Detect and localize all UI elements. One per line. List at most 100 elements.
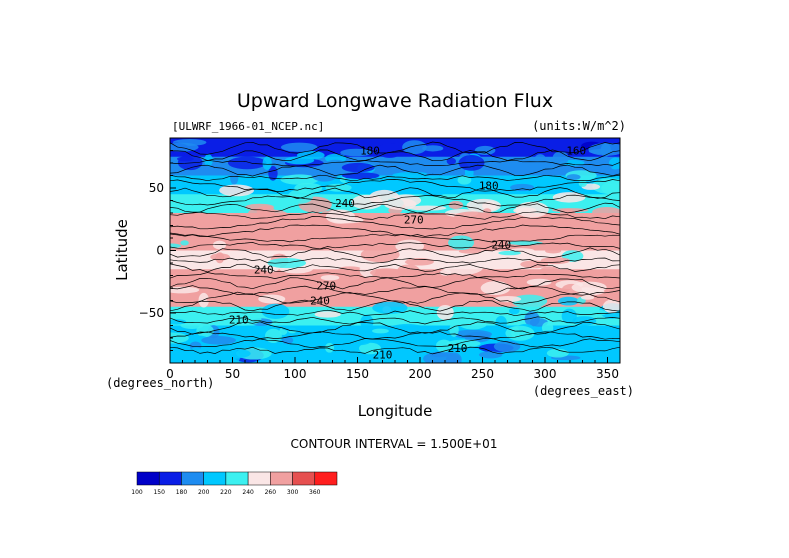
heatmap-cell	[284, 156, 315, 165]
heatmap-cell	[585, 237, 598, 248]
x-tick-label: 150	[346, 367, 369, 381]
heatmap-cell	[458, 155, 485, 171]
heatmap-cell	[568, 335, 606, 351]
contour-label: 180	[360, 145, 380, 158]
x-tick-label: 350	[596, 367, 619, 381]
heatmap-cell	[320, 251, 331, 260]
contour-line	[170, 174, 620, 182]
heatmap-cell	[180, 240, 189, 246]
heatmap-cell	[397, 286, 432, 296]
heatmap-cell	[331, 257, 343, 262]
colorbar-label: 200	[198, 489, 210, 496]
heatmap-cell	[612, 189, 620, 196]
heatmap-cell	[267, 257, 307, 269]
contour-line	[170, 211, 620, 220]
contour-label: 160	[566, 145, 586, 158]
contour-line	[170, 331, 620, 340]
heatmap-cell	[513, 280, 532, 286]
colorbar-label: 360	[309, 489, 321, 496]
heatmap-cell	[259, 237, 270, 251]
heatmap-cell	[341, 172, 380, 180]
heatmap-cell	[176, 156, 194, 162]
heatmap-field	[170, 138, 620, 363]
heatmap-cell	[215, 252, 225, 264]
heatmap-cell	[511, 294, 548, 308]
heatmap-cell	[287, 189, 313, 204]
contour-line	[170, 263, 620, 273]
heatmap-cell	[372, 301, 408, 314]
heatmap-cell	[457, 175, 472, 185]
contour-line	[170, 321, 620, 335]
y-tick-label: −50	[139, 306, 164, 320]
heatmap-cell	[493, 340, 521, 353]
heatmap-cell	[299, 273, 322, 279]
contour-line	[170, 309, 620, 317]
colorbar-swatch	[292, 471, 316, 486]
heatmap-cell	[408, 205, 447, 211]
heatmap-cell	[340, 148, 373, 157]
heatmap-cell	[320, 274, 340, 281]
x-unit-label: (degrees_east)	[533, 384, 634, 398]
heatmap-cell	[170, 217, 182, 227]
contour-line	[170, 247, 620, 258]
heatmap-cell	[245, 203, 275, 211]
heatmap-cell	[402, 140, 427, 155]
heatmap-cell	[206, 297, 222, 303]
contour-label: 210	[448, 342, 468, 355]
heatmap-cell	[296, 224, 310, 237]
chart-subtitle-left: [ULWRF_1966-01_NCEP.nc]	[172, 120, 324, 133]
heatmap-cell	[180, 321, 204, 329]
x-tick-label: 200	[409, 367, 432, 381]
heatmap-cell	[411, 337, 427, 347]
contour-line	[170, 285, 620, 296]
heatmap-cell	[511, 326, 520, 339]
chart-subtitle-right: (units:W/m^2)	[532, 119, 626, 133]
contour-line	[170, 149, 620, 162]
heatmap-cell	[578, 180, 587, 187]
y-axis-label: Latitude	[113, 219, 131, 281]
y-tick-label: 50	[149, 181, 164, 195]
heatmap-cell	[264, 181, 287, 186]
contour-line	[170, 299, 620, 312]
heatmap-cell	[358, 342, 382, 355]
contour-line	[170, 242, 620, 250]
heatmap-cell	[369, 268, 404, 278]
heatmap-cell	[196, 324, 214, 338]
colorbar-label: 100	[131, 489, 143, 496]
contour-label: 240	[335, 197, 355, 210]
heatmap-cell	[457, 315, 489, 330]
heatmap-cell	[301, 346, 329, 355]
chart-title: Upward Longwave Radiation Flux	[237, 90, 553, 112]
contour-line	[170, 291, 620, 305]
contour-line	[170, 141, 620, 155]
heatmap-cell	[498, 250, 521, 256]
heatmap-cell	[360, 247, 400, 263]
heatmap-cell	[261, 303, 290, 319]
heatmap-cell	[432, 167, 441, 175]
colorbar-swatch	[203, 471, 227, 486]
contour-label: 240	[310, 295, 330, 308]
heatmap-cell	[404, 258, 434, 266]
colorbar-label: 150	[153, 489, 165, 496]
heatmap-cell	[495, 315, 507, 330]
heatmap-cell	[526, 278, 552, 286]
heatmap-cell	[338, 290, 354, 303]
heatmap-cell	[256, 209, 289, 222]
colorbar-label: 240	[242, 489, 254, 496]
heatmap-cell	[448, 235, 475, 250]
heatmap-cell	[446, 339, 481, 348]
heatmap-cell	[262, 156, 272, 170]
contour-line	[170, 277, 620, 290]
heatmap-cell	[265, 328, 282, 343]
heatmap-cell	[510, 183, 535, 192]
heatmap-cell	[175, 220, 210, 236]
contour-line	[170, 202, 620, 214]
heatmap-cell	[170, 142, 199, 152]
heatmap-cell	[170, 319, 187, 325]
heatmap-cell	[545, 248, 562, 254]
heatmap-cell	[212, 348, 251, 359]
heatmap-cell	[383, 198, 417, 210]
heatmap-cell	[571, 281, 607, 294]
colorbar-swatch	[314, 471, 338, 486]
